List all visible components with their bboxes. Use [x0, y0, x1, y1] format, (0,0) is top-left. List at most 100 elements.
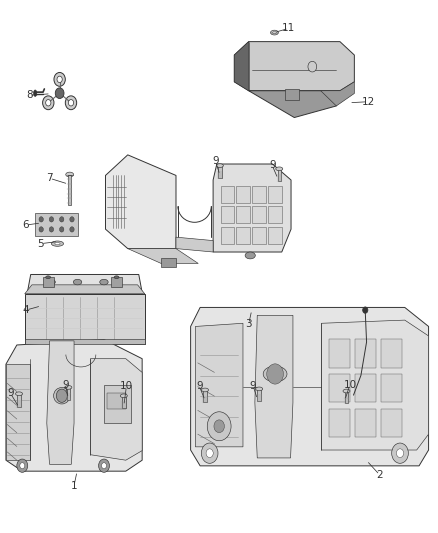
- Circle shape: [39, 217, 43, 222]
- Bar: [236, 227, 250, 244]
- Bar: [355, 339, 376, 368]
- Text: 3: 3: [245, 319, 252, 329]
- Polygon shape: [25, 294, 145, 344]
- Bar: [236, 185, 250, 203]
- Bar: [328, 409, 350, 438]
- Bar: [268, 206, 282, 223]
- Circle shape: [68, 100, 74, 106]
- Bar: [220, 206, 234, 223]
- Circle shape: [49, 227, 53, 232]
- Circle shape: [207, 412, 231, 441]
- Bar: [252, 206, 266, 223]
- Circle shape: [201, 443, 218, 463]
- Bar: [252, 227, 266, 244]
- Ellipse shape: [263, 366, 287, 382]
- Circle shape: [308, 61, 317, 72]
- Text: 9: 9: [62, 379, 69, 390]
- Polygon shape: [234, 42, 354, 91]
- Bar: [278, 169, 281, 181]
- Ellipse shape: [245, 252, 255, 259]
- Polygon shape: [255, 316, 293, 458]
- Ellipse shape: [51, 241, 64, 246]
- Bar: [161, 258, 176, 267]
- Polygon shape: [249, 91, 340, 118]
- Bar: [381, 374, 403, 402]
- Bar: [355, 374, 376, 402]
- Text: 5: 5: [38, 239, 44, 248]
- Circle shape: [17, 459, 28, 472]
- Bar: [43, 277, 53, 287]
- Text: 1: 1: [71, 481, 78, 490]
- Bar: [268, 185, 282, 203]
- Ellipse shape: [271, 30, 279, 35]
- Bar: [381, 409, 403, 438]
- Circle shape: [392, 443, 408, 463]
- Polygon shape: [321, 320, 428, 450]
- Ellipse shape: [73, 279, 82, 285]
- Text: 10: 10: [120, 381, 133, 391]
- Circle shape: [363, 307, 368, 313]
- Polygon shape: [6, 364, 31, 460]
- Polygon shape: [191, 308, 428, 466]
- Polygon shape: [47, 341, 74, 464]
- Polygon shape: [213, 164, 291, 252]
- Circle shape: [60, 227, 64, 232]
- Text: 12: 12: [362, 96, 375, 107]
- Text: 11: 11: [282, 23, 296, 34]
- Bar: [258, 389, 261, 401]
- Circle shape: [65, 96, 77, 110]
- Circle shape: [102, 463, 106, 469]
- Bar: [328, 339, 350, 368]
- Bar: [25, 340, 145, 344]
- Ellipse shape: [46, 276, 50, 279]
- Bar: [122, 396, 126, 408]
- Ellipse shape: [53, 387, 70, 404]
- Ellipse shape: [34, 90, 37, 96]
- Circle shape: [46, 100, 51, 106]
- Polygon shape: [176, 237, 213, 252]
- Polygon shape: [6, 340, 142, 471]
- Text: 2: 2: [376, 470, 383, 480]
- Text: 9: 9: [196, 381, 203, 391]
- Polygon shape: [25, 285, 145, 294]
- Ellipse shape: [47, 279, 55, 285]
- Bar: [236, 206, 250, 223]
- Bar: [355, 409, 376, 438]
- Ellipse shape: [343, 389, 350, 393]
- Circle shape: [54, 72, 65, 86]
- Bar: [17, 394, 21, 407]
- Bar: [345, 391, 348, 403]
- Circle shape: [57, 76, 62, 83]
- Polygon shape: [90, 359, 142, 460]
- Text: 4: 4: [23, 305, 29, 315]
- Circle shape: [70, 227, 74, 232]
- Bar: [252, 185, 266, 203]
- Bar: [220, 227, 234, 244]
- Ellipse shape: [216, 164, 223, 167]
- Circle shape: [267, 364, 283, 384]
- Ellipse shape: [15, 392, 22, 395]
- Ellipse shape: [276, 167, 283, 171]
- Text: 9: 9: [7, 388, 14, 398]
- Text: 9: 9: [250, 381, 256, 391]
- Bar: [285, 89, 299, 100]
- Ellipse shape: [201, 388, 208, 392]
- Bar: [107, 393, 126, 409]
- Bar: [104, 385, 131, 423]
- Circle shape: [70, 217, 74, 222]
- Circle shape: [396, 449, 403, 457]
- Circle shape: [99, 459, 110, 472]
- Text: 9: 9: [269, 160, 276, 171]
- Polygon shape: [321, 82, 354, 106]
- Circle shape: [206, 449, 213, 457]
- Bar: [218, 166, 222, 178]
- Bar: [381, 339, 403, 368]
- Circle shape: [39, 227, 43, 232]
- Circle shape: [42, 96, 54, 110]
- Polygon shape: [195, 324, 243, 447]
- Ellipse shape: [114, 276, 119, 279]
- Text: 10: 10: [343, 379, 357, 390]
- Bar: [68, 174, 71, 205]
- Ellipse shape: [256, 387, 263, 391]
- Polygon shape: [35, 213, 78, 236]
